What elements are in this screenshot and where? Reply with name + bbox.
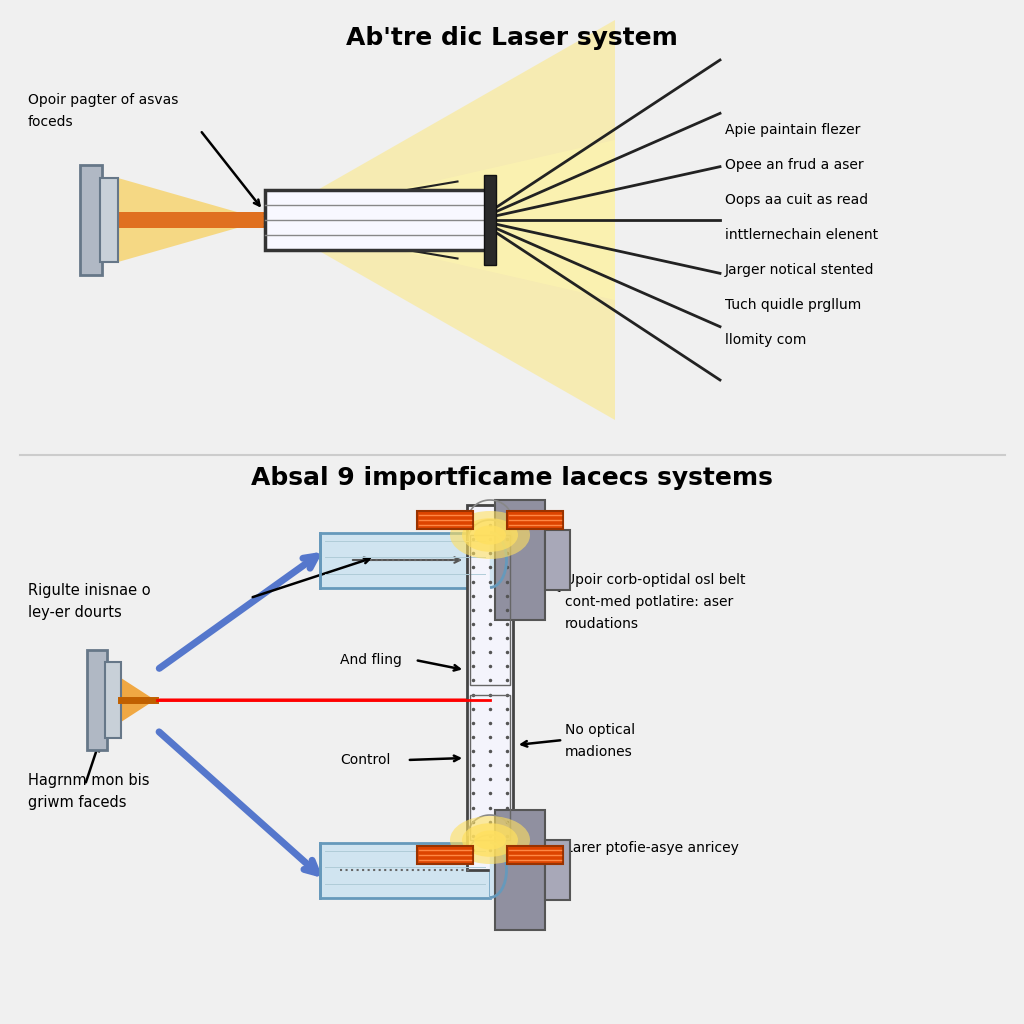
Text: No optical: No optical xyxy=(565,723,635,737)
Polygon shape xyxy=(121,678,155,722)
Bar xyxy=(507,846,563,864)
Bar xyxy=(470,535,510,685)
Text: Hagrnm mon bis: Hagrnm mon bis xyxy=(28,772,150,787)
Text: Opee an frud a aser: Opee an frud a aser xyxy=(725,158,863,172)
Bar xyxy=(467,505,513,870)
Bar xyxy=(319,843,490,897)
Polygon shape xyxy=(265,140,615,300)
Text: inttlernechain elenent: inttlernechain elenent xyxy=(725,228,879,242)
Text: Opoir pagter of asvas: Opoir pagter of asvas xyxy=(28,93,178,106)
Ellipse shape xyxy=(462,518,518,552)
Text: foceds: foceds xyxy=(28,115,74,129)
Text: Oops aa cuit as read: Oops aa cuit as read xyxy=(725,193,868,207)
Ellipse shape xyxy=(450,511,530,559)
Ellipse shape xyxy=(474,830,506,850)
Text: Jarger notical stented: Jarger notical stented xyxy=(725,263,874,278)
Text: Absal 9 importficame lacecs systems: Absal 9 importficame lacecs systems xyxy=(251,466,773,490)
Text: ley-er dourts: ley-er dourts xyxy=(28,604,122,620)
Bar xyxy=(545,840,570,900)
Text: Ab'tre dic Laser system: Ab'tre dic Laser system xyxy=(346,26,678,50)
Bar xyxy=(265,190,490,250)
Text: madiones: madiones xyxy=(565,745,633,759)
Bar xyxy=(417,511,473,529)
Bar xyxy=(80,165,102,275)
Text: Apie paintain flezer: Apie paintain flezer xyxy=(725,123,860,137)
Ellipse shape xyxy=(462,823,518,857)
Text: cont-med potlatire: aser: cont-med potlatire: aser xyxy=(565,595,733,609)
Bar xyxy=(100,178,118,262)
Polygon shape xyxy=(265,20,615,420)
Text: Upoir corb-optidal osl belt: Upoir corb-optidal osl belt xyxy=(565,573,745,587)
Bar xyxy=(545,530,570,590)
Polygon shape xyxy=(118,178,265,262)
Text: Control: Control xyxy=(340,753,390,767)
Bar xyxy=(319,532,490,588)
Bar xyxy=(484,175,496,265)
Text: Larer ptofie-asye anricey: Larer ptofie-asye anricey xyxy=(565,841,739,855)
Ellipse shape xyxy=(450,816,530,864)
Bar xyxy=(507,511,563,529)
Bar xyxy=(495,810,545,930)
Bar xyxy=(495,500,545,620)
Bar xyxy=(105,662,121,738)
Text: griwm faceds: griwm faceds xyxy=(28,795,127,810)
Text: llomity com: llomity com xyxy=(725,333,806,347)
Bar xyxy=(118,212,265,228)
Text: And fling: And fling xyxy=(340,653,401,667)
Text: roudations: roudations xyxy=(565,617,639,631)
Bar xyxy=(87,650,106,750)
Bar xyxy=(417,846,473,864)
Text: Tuch quidle prgllum: Tuch quidle prgllum xyxy=(725,298,861,312)
Text: Rigulte inisnae o: Rigulte inisnae o xyxy=(28,583,151,597)
Bar xyxy=(470,695,510,840)
Ellipse shape xyxy=(474,525,506,545)
